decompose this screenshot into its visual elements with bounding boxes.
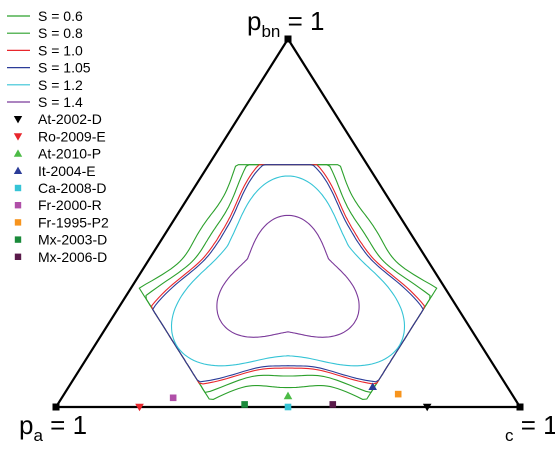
- vertex-label-top: pbn = 1: [247, 6, 324, 41]
- point-ro-2009-e: [135, 403, 144, 412]
- vertex-label-left: pa = 1: [19, 410, 87, 445]
- contour-s-1-0: [150, 164, 426, 385]
- point-mx-2003-d: [241, 401, 248, 408]
- legend-label-s-1-05: S = 1.05: [38, 60, 91, 76]
- contour-s-1-05: [152, 164, 424, 383]
- legend-marker-at-2002-d: [13, 116, 23, 124]
- legend-label-s-0-6: S = 0.6: [38, 8, 83, 24]
- legend-marker-ro-2009-e: [13, 133, 23, 141]
- legend-label-it-2004-e: It-2004-E: [38, 163, 96, 179]
- legend-label-at-2010-p: At-2010-P: [38, 146, 101, 162]
- point-fr-2000-r: [169, 394, 177, 402]
- legend-label-s-1-4: S = 1.4: [38, 94, 83, 110]
- legend-marker-at-2010-p: [13, 149, 23, 157]
- legend-label-s-1-2: S = 1.2: [38, 77, 83, 93]
- legend-marker-mx-2003-d: [14, 236, 22, 243]
- contour-s-0-8: [145, 164, 431, 394]
- legend-marker-ca-2008-d: [14, 184, 22, 192]
- legend-marker-fr-2000-r: [14, 202, 22, 209]
- vertex-marker-top: [284, 35, 292, 43]
- legend-label-mx-2003-d: Mx-2003-D: [38, 232, 107, 248]
- legend-label-ro-2009-e: Ro-2009-E: [38, 128, 106, 144]
- contour-s-1-2: [170, 175, 406, 367]
- ternary-triangle: [54, 36, 522, 409]
- vertex-markers: [52, 35, 524, 411]
- vertex-marker-right: [516, 403, 524, 411]
- contour-s-0-6: [138, 164, 438, 400]
- vertex-label-right: c = 1: [505, 410, 555, 445]
- point-it-2004-e: [368, 382, 377, 391]
- legend-marker-fr-1995-p2: [14, 219, 22, 226]
- legend-label-s-0-8: S = 0.8: [38, 25, 83, 41]
- legend-label-at-2002-d: At-2002-D: [38, 111, 102, 127]
- legend-marker-it-2004-e: [13, 166, 23, 174]
- point-mx-2006-d: [329, 401, 337, 408]
- point-fr-1995-p2: [394, 390, 402, 398]
- contour-s-1-4: [216, 214, 360, 338]
- legend-label-fr-1995-p2: Fr-1995-P2: [38, 214, 109, 230]
- legend-label-mx-2006-d: Mx-2006-D: [38, 249, 107, 265]
- legend: S = 0.6S = 0.8S = 1.0 S = 1.05S = 1.2S = …: [7, 8, 109, 265]
- point-at-2002-d: [422, 403, 432, 412]
- legend-label-s-1-0: S = 1.0: [38, 42, 83, 58]
- contour-layer: [138, 164, 438, 400]
- point-ca-2008-d: [284, 403, 292, 411]
- point-at-2010-p: [283, 391, 293, 400]
- legend-label-ca-2008-d: Ca-2008-D: [38, 180, 106, 196]
- legend-marker-mx-2006-d: [14, 253, 22, 260]
- legend-label-fr-2000-r: Fr-2000-R: [38, 197, 102, 213]
- vertex-marker-left: [52, 403, 60, 411]
- data-points-layer: [135, 382, 432, 412]
